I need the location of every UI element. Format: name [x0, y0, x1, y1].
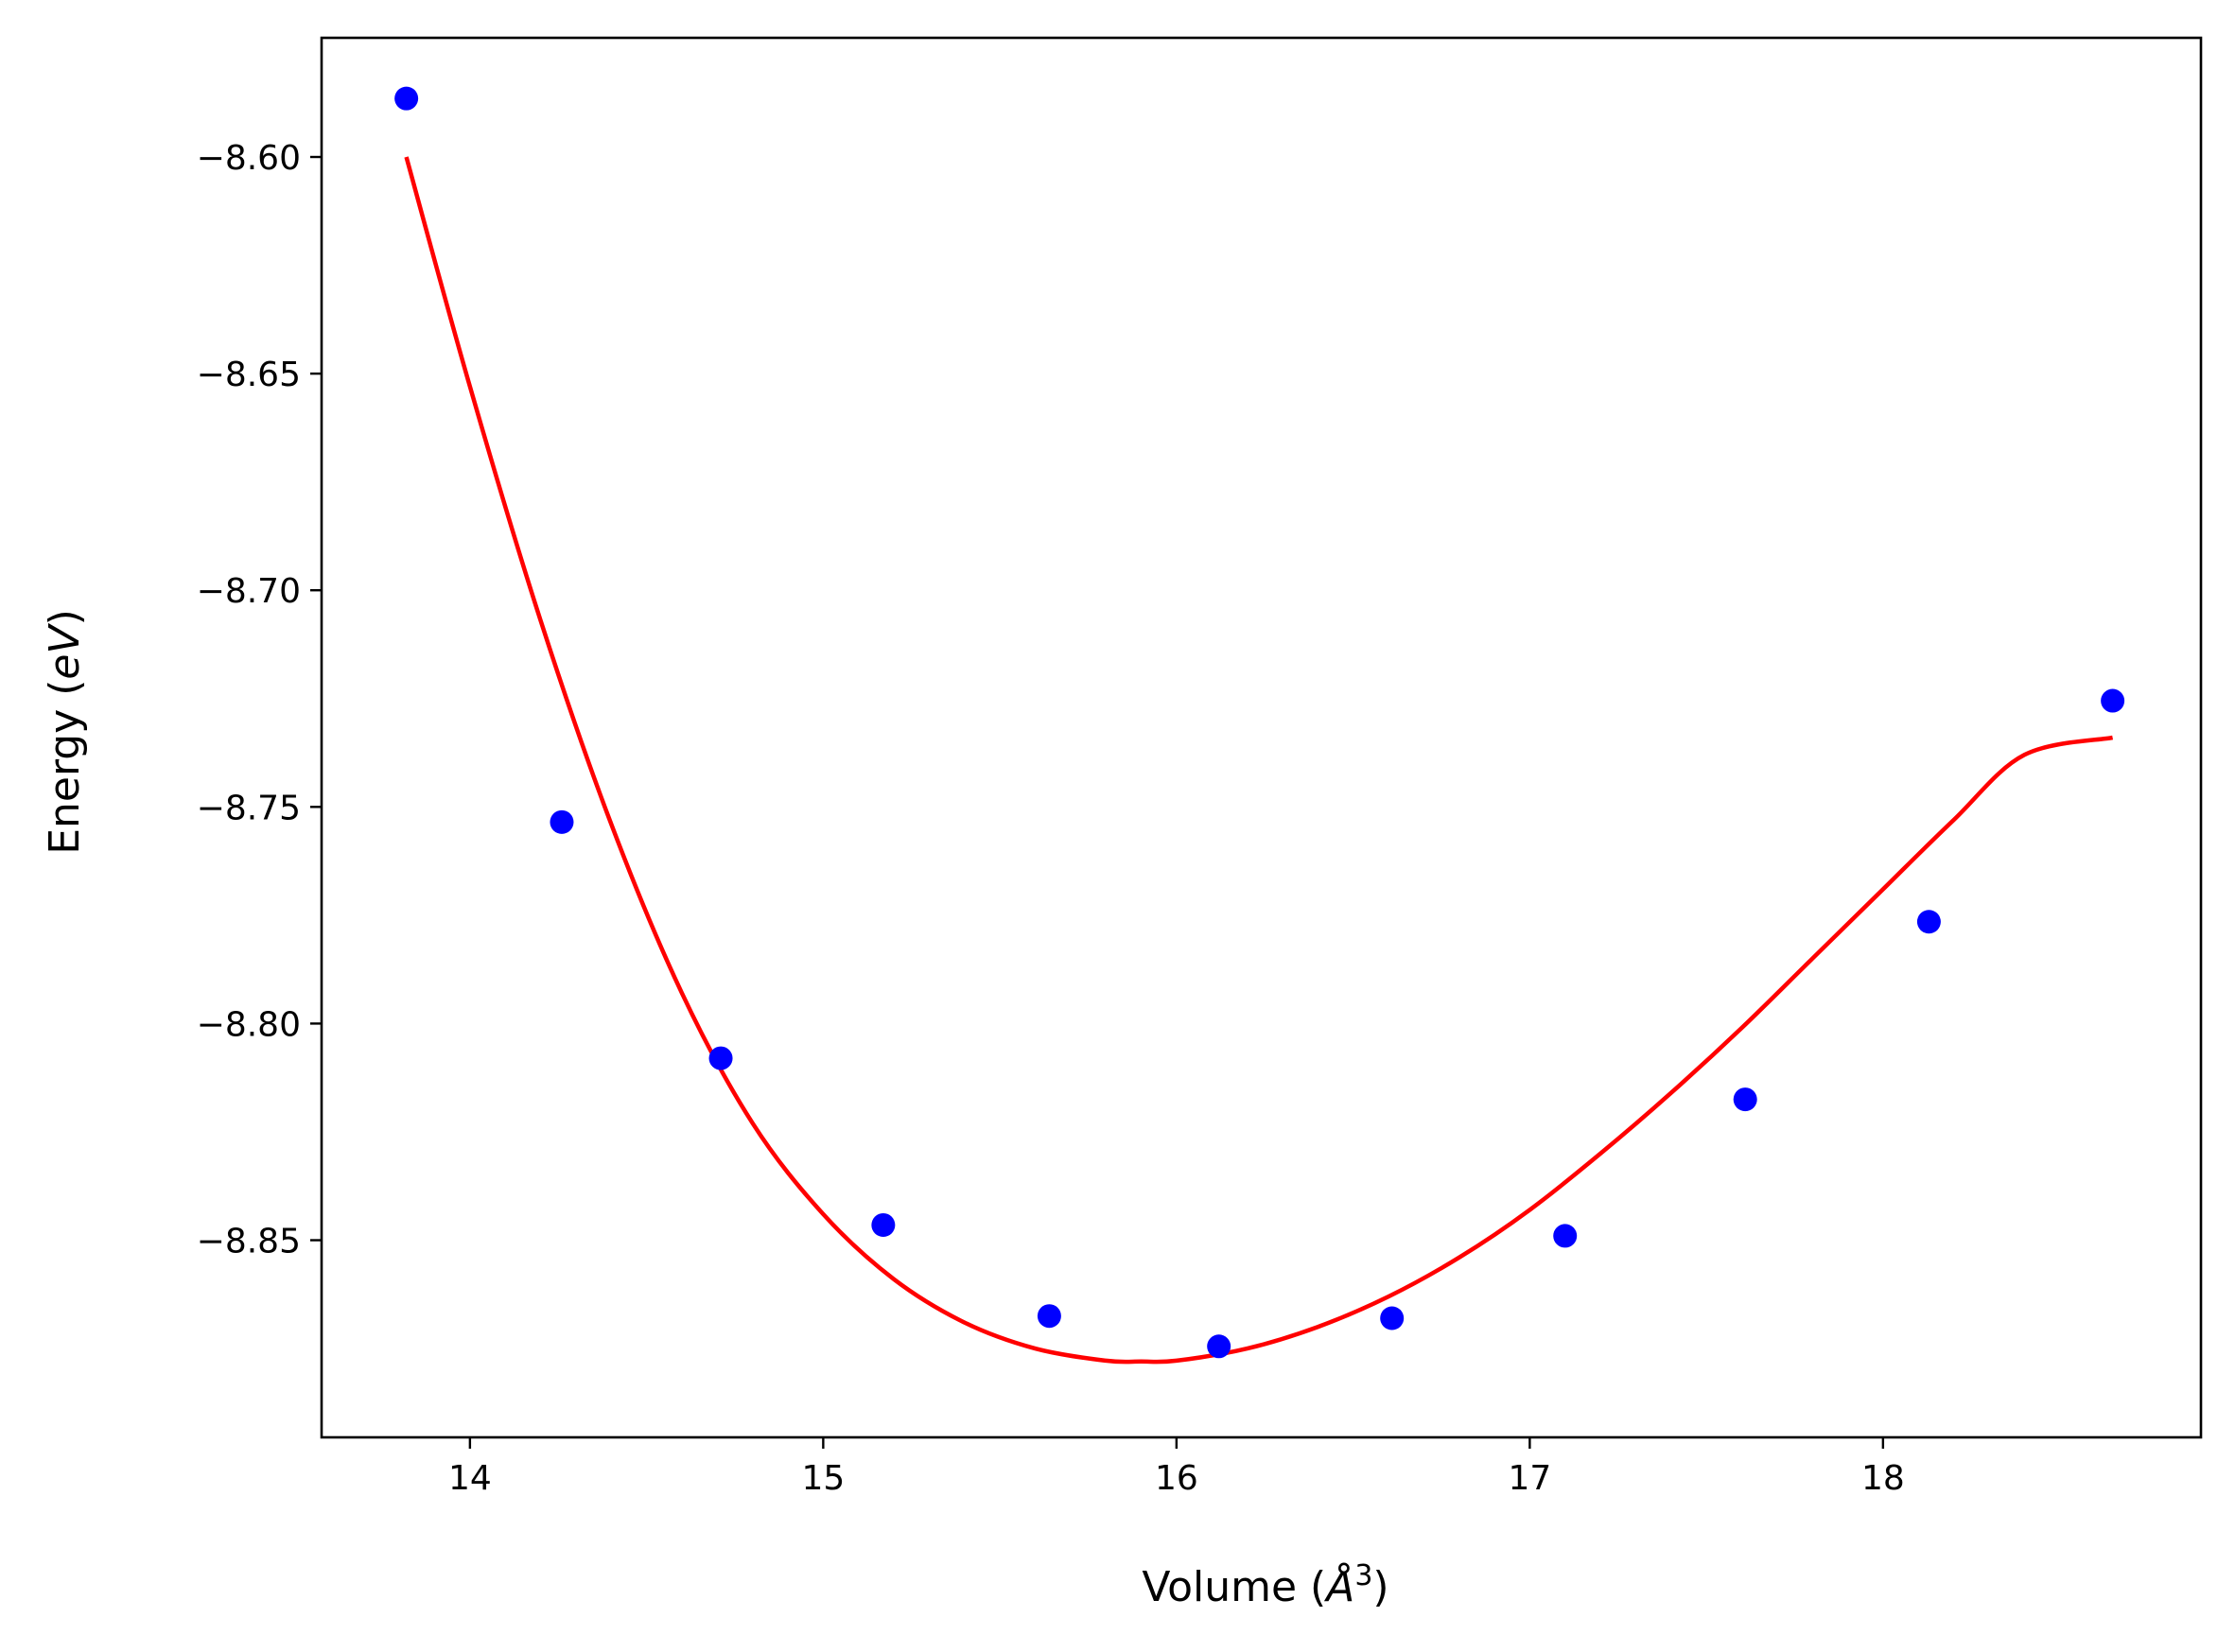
x-axis-title: Volume (Å3)	[1142, 1559, 1388, 1612]
x-tick-label: 17	[1508, 1459, 1551, 1498]
fit-curve-layer	[404, 156, 2114, 1365]
data-point	[394, 86, 419, 111]
data-point	[708, 1046, 733, 1070]
y-axis-unit-symbol: eV	[41, 623, 89, 680]
y-tick-label: −8.60	[197, 139, 301, 178]
data-point	[1916, 910, 1941, 934]
x-tick-label: 15	[801, 1459, 845, 1498]
data-point	[871, 1212, 896, 1237]
y-tick-label: −8.70	[197, 572, 301, 611]
y-axis-ticks: −8.60 −8.65 −8.70 −8.75 −8.80 −8.85	[197, 139, 322, 1261]
data-point	[1553, 1224, 1578, 1248]
fit-curve	[404, 156, 2114, 1365]
data-point	[2101, 688, 2125, 713]
y-tick-label: −8.65	[197, 356, 301, 394]
x-tick-label: 14	[448, 1459, 492, 1498]
plot-frame	[320, 36, 2203, 1439]
data-point	[550, 809, 574, 834]
data-points-layer	[394, 86, 2125, 1359]
y-tick-label: −8.80	[197, 1005, 301, 1044]
y-tick-label: −8.85	[197, 1223, 301, 1261]
data-point	[1207, 1334, 1231, 1359]
y-tick-label: −8.75	[197, 789, 301, 827]
x-axis-unit-symbol: Å	[1323, 1561, 1354, 1611]
y-axis-title: Energy (eV)	[41, 609, 89, 855]
data-point	[1037, 1304, 1061, 1329]
x-tick-label: 18	[1861, 1459, 1905, 1498]
data-point	[1733, 1087, 1757, 1112]
x-axis-unit-exponent: 3	[1354, 1559, 1372, 1592]
x-axis-ticks: 14 15 16 17 18	[448, 1437, 1905, 1498]
data-point	[1380, 1306, 1405, 1330]
x-tick-label: 16	[1155, 1459, 1198, 1498]
